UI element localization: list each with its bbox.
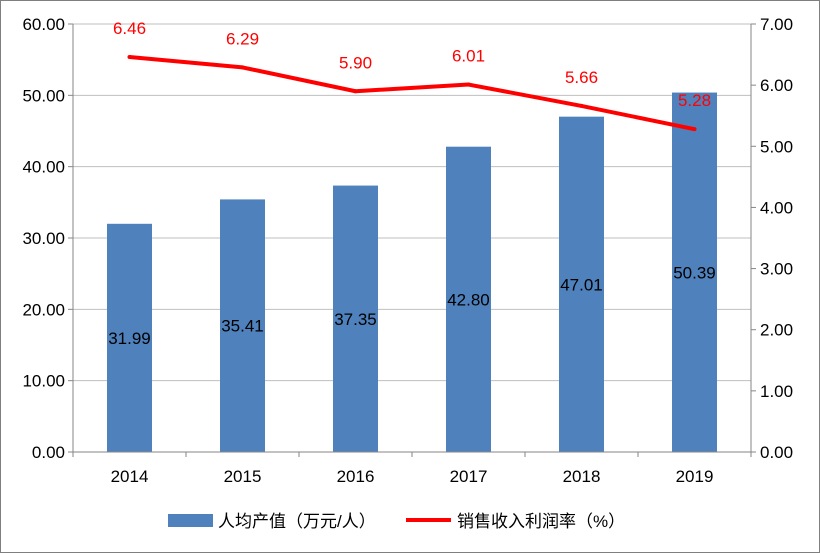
legend: 人均产值（万元/人） 销售收入利润率（%） bbox=[168, 512, 625, 531]
y-left-tick-label: 0.00 bbox=[32, 443, 65, 462]
line-point bbox=[240, 65, 245, 70]
line-data-label: 6.46 bbox=[113, 19, 146, 38]
y-left-tick-label: 20.00 bbox=[22, 300, 65, 319]
bar-data-label: 50.39 bbox=[673, 263, 716, 282]
legend-bar-label: 人均产值（万元/人） bbox=[218, 512, 376, 531]
line-data-label: 5.28 bbox=[678, 91, 711, 110]
y-left-tick-label: 10.00 bbox=[22, 372, 65, 391]
y-right-tick-label: 3.00 bbox=[760, 260, 793, 279]
line-data-label: 6.29 bbox=[226, 29, 259, 48]
line-point bbox=[466, 82, 471, 87]
y-right-tick-label: 2.00 bbox=[760, 321, 793, 340]
bar-data-label: 42.80 bbox=[447, 290, 490, 309]
legend-bar-swatch bbox=[168, 514, 213, 527]
y-right-tick-label: 5.00 bbox=[760, 137, 793, 156]
x-tick-label: 2019 bbox=[676, 467, 714, 486]
bar-data-label: 47.01 bbox=[560, 275, 603, 294]
line-series bbox=[127, 55, 697, 132]
legend-line-label: 销售收入利润率（%） bbox=[457, 512, 625, 531]
gridlines bbox=[73, 23, 751, 382]
y-right-tick-label: 1.00 bbox=[760, 382, 793, 401]
x-tick-label: 2014 bbox=[111, 467, 149, 486]
bar bbox=[446, 146, 491, 452]
line-point bbox=[353, 89, 358, 94]
x-tick-label: 2016 bbox=[337, 467, 375, 486]
bar bbox=[107, 223, 152, 452]
bar bbox=[333, 185, 378, 452]
line-data-label: 5.66 bbox=[565, 68, 598, 87]
bar-series bbox=[107, 92, 717, 453]
bar-data-label: 37.35 bbox=[334, 310, 377, 329]
y-left-tick-label: 50.00 bbox=[22, 86, 65, 105]
bar bbox=[559, 116, 604, 453]
bar bbox=[672, 92, 717, 452]
bar-data-label: 35.41 bbox=[221, 317, 264, 336]
bar bbox=[220, 199, 265, 452]
line-path bbox=[129, 55, 695, 132]
line-point bbox=[579, 103, 584, 108]
y-left-tick-label: 30.00 bbox=[22, 229, 65, 248]
line-data-label: 5.90 bbox=[339, 53, 372, 72]
line-data-label: 6.01 bbox=[452, 47, 485, 66]
line-point bbox=[692, 127, 697, 132]
y-right-tick-label: 6.00 bbox=[760, 76, 793, 95]
line-point bbox=[127, 55, 132, 60]
x-tick-label: 2015 bbox=[224, 467, 262, 486]
bar-data-label: 31.99 bbox=[108, 329, 151, 348]
x-tick-label: 2017 bbox=[450, 467, 488, 486]
x-tick-label: 2018 bbox=[563, 467, 601, 486]
y-left-tick-label: 40.00 bbox=[22, 158, 65, 177]
y-right-tick-label: 7.00 bbox=[760, 15, 793, 34]
y-left-tick-label: 60.00 bbox=[22, 15, 65, 34]
axes: 0.00 10.00 20.00 30.00 40.00 50.00 60.00 0.00 1.… bbox=[22, 15, 793, 486]
y-right-tick-label: 4.00 bbox=[760, 198, 793, 217]
data-labels: 31.99 35.41 37.35 42.80 47.01 50.39 6.46 6.29 5.… bbox=[108, 19, 716, 348]
y-right-tick-label: 0.00 bbox=[760, 443, 793, 462]
